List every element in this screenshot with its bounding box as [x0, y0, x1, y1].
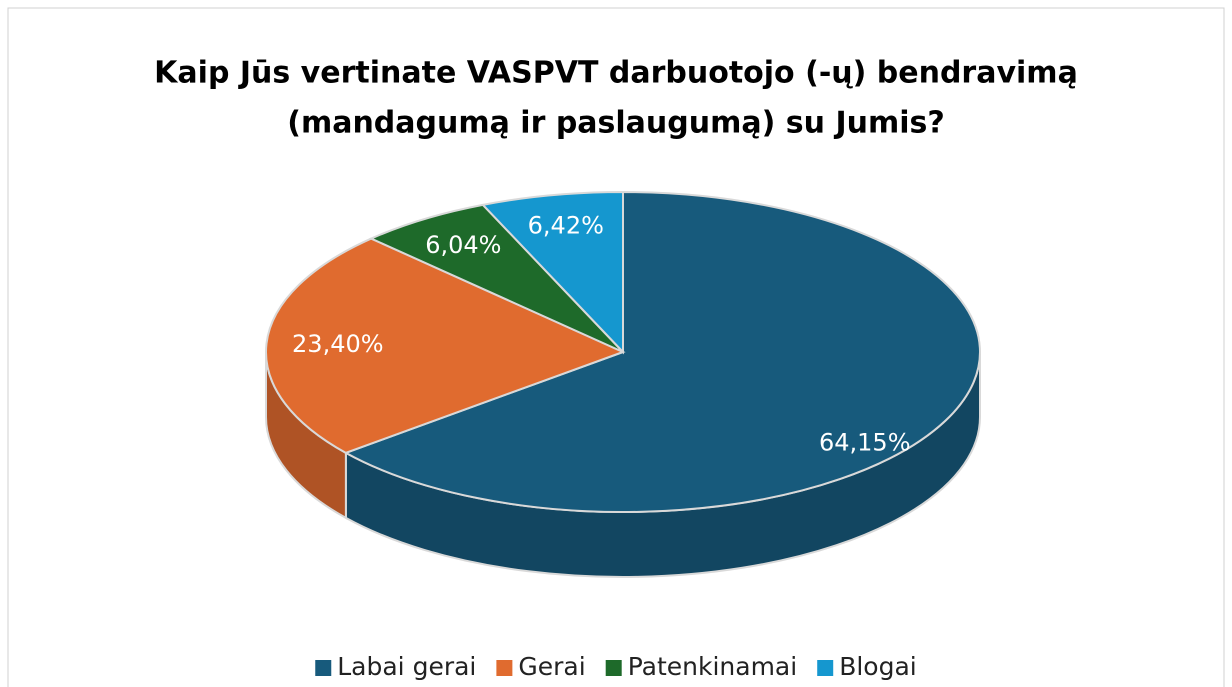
value-label: 23,40%	[292, 330, 384, 358]
value-label: 6,42%	[528, 212, 604, 240]
legend-label: Blogai	[839, 652, 917, 681]
pie-slice	[368, 203, 624, 353]
legend-swatch	[605, 660, 622, 676]
value-label: 6,04%	[425, 231, 501, 259]
legend-swatch	[817, 660, 834, 676]
legend-swatch	[315, 660, 332, 676]
pie-slice	[265, 237, 626, 454]
value-label: 64,15%	[819, 429, 911, 457]
pie-tops	[265, 190, 981, 513]
chart-title: Kaip Jūs vertinate VASPVT darbuotojo (-ų…	[154, 56, 1078, 91]
legend-label: Patenkinamai	[628, 652, 798, 681]
legend-label: Labai gerai	[337, 652, 476, 681]
legend-label: Gerai	[518, 652, 585, 681]
chart-title: (mandagumą ir paslaugumą) su Jumis?	[287, 106, 945, 141]
pie-slice	[343, 190, 981, 513]
legend-swatch	[496, 660, 513, 676]
legend: Labai gerai Gerai Patenkinamai Blogai	[315, 652, 917, 681]
pie-slice	[480, 190, 624, 355]
value-labels: 64,15% 23,40% 6,04% 6,42%	[292, 212, 910, 457]
